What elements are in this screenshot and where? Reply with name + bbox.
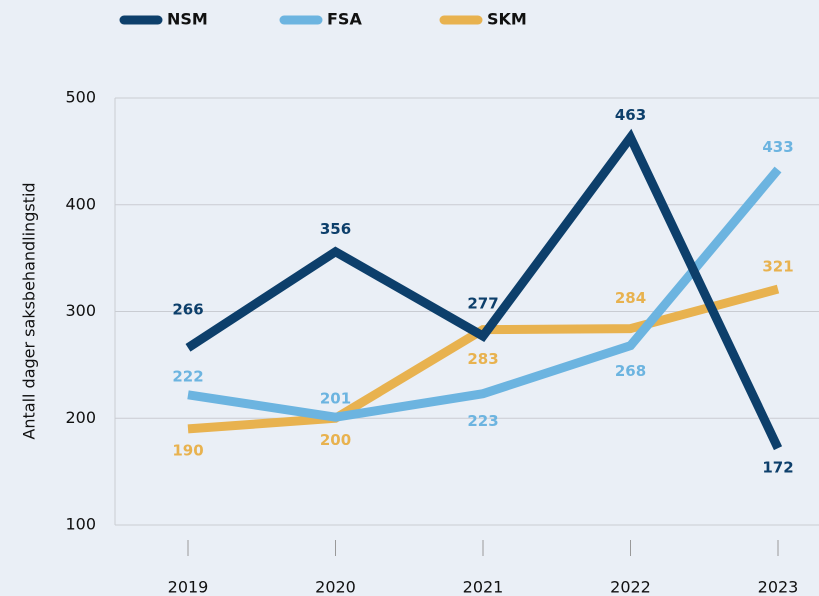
y-tick-label: 100	[65, 515, 96, 534]
data-label: 277	[467, 295, 498, 313]
data-label: 223	[467, 412, 498, 430]
data-label: 266	[172, 300, 203, 318]
x-tick-label: 2023	[758, 578, 799, 596]
legend-label: NSM	[167, 10, 208, 29]
y-tick-label: 400	[65, 194, 96, 213]
data-label: 190	[172, 441, 203, 459]
data-label: 284	[615, 289, 646, 307]
x-tick-label: 2022	[610, 578, 651, 596]
x-tick-label: 2020	[315, 578, 356, 596]
y-tick-label: 300	[65, 301, 96, 320]
line	[187, 166, 782, 422]
data-label: 172	[762, 459, 793, 477]
x-tick-label: 2019	[168, 578, 209, 596]
data-label: 433	[762, 138, 793, 156]
legend-label: FSA	[327, 10, 362, 29]
data-label: 200	[320, 431, 351, 449]
legend-label: SKM	[487, 10, 527, 29]
data-label: 268	[615, 362, 646, 380]
data-label: 222	[172, 367, 203, 385]
y-tick-label: 200	[65, 408, 96, 427]
data-label: 463	[615, 106, 646, 124]
x-tick-label: 2021	[463, 578, 504, 596]
line	[185, 128, 783, 451]
data-label: 356	[320, 220, 351, 238]
data-label: 321	[762, 258, 793, 276]
data-label: 283	[467, 350, 498, 368]
y-tick-label: 500	[65, 88, 96, 107]
data-label: 201	[320, 390, 351, 408]
y-axis-label: Antall dager saksbehandlingstid	[20, 182, 39, 439]
